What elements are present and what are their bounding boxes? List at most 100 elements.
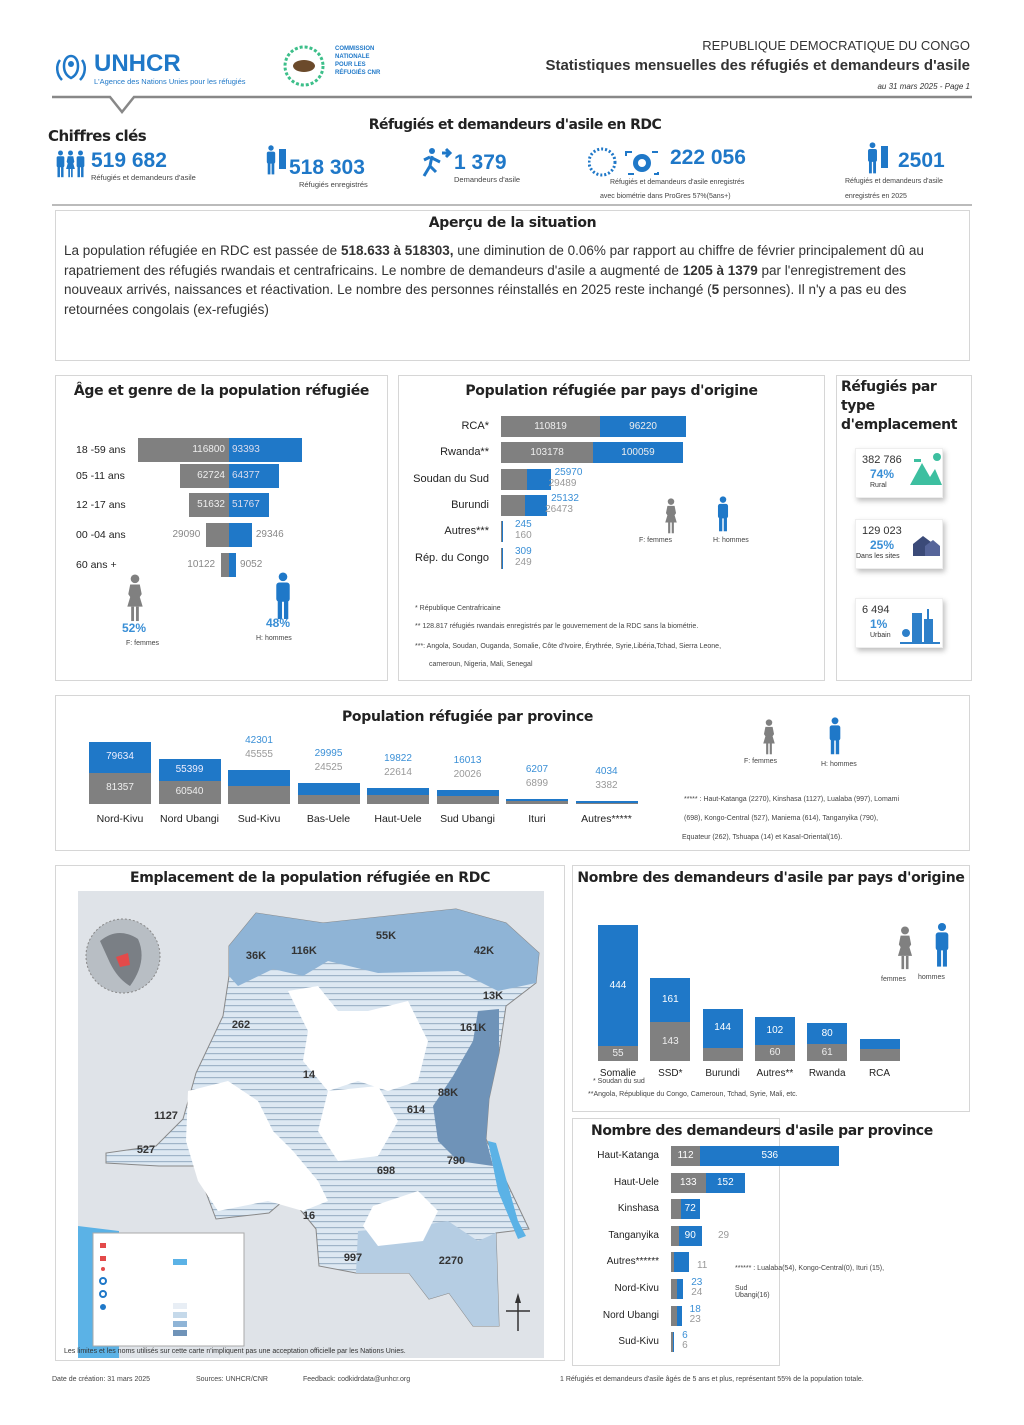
overview-panel: Aperçu de la situation La population réf… xyxy=(55,210,970,361)
header-divider xyxy=(52,95,972,115)
male-legend: H: hommes xyxy=(821,761,857,768)
map-value-label: 790 xyxy=(447,1155,465,1167)
bar-female xyxy=(188,493,229,517)
female-icon xyxy=(897,926,913,970)
bar-label-female: 110819 xyxy=(534,421,567,432)
bar-female xyxy=(221,553,229,577)
map-value-label: 161K xyxy=(460,1022,486,1034)
overview-refugee-change: 518.633 à 518303, xyxy=(340,243,454,258)
female-legend: femmes xyxy=(881,976,906,983)
bar-male xyxy=(754,1016,795,1045)
bar-label-female: 3382 xyxy=(595,780,618,792)
overview-text-part: personnes). Il n'y a pas eu des retourné… xyxy=(64,282,907,317)
province-category-label: Sud-Kivu xyxy=(237,813,281,825)
origin-category-label: Burundi xyxy=(451,499,489,511)
asylum-origin-category-label: Autres** xyxy=(756,1068,794,1079)
bar-label-male: 536 xyxy=(761,1150,779,1161)
bar-male xyxy=(229,438,302,462)
male-icon xyxy=(935,922,949,967)
asylum-province-category-label: Sud-Kivu xyxy=(618,1336,659,1348)
key-figure-value: 2501 xyxy=(898,149,945,172)
bar-label-female: 61 xyxy=(821,1046,833,1058)
bar-label-male: 42301 xyxy=(245,735,273,747)
key-figures-title: Réfugiés et demandeurs d'asile en RDC xyxy=(368,117,662,133)
bar-female xyxy=(671,1199,681,1220)
chart-note: * Soudan du sud xyxy=(593,1078,645,1085)
location-type-panel: Réfugiés par type d'emplacement 382 786 … xyxy=(836,375,972,681)
map-value-label: 14 xyxy=(303,1069,316,1081)
bar-male xyxy=(705,1172,746,1193)
bar-label-female: 24525 xyxy=(314,762,343,773)
bar-female xyxy=(598,1046,638,1061)
footer-feedback[interactable]: Feedback: codkidrdata@unhcr.org xyxy=(303,1376,411,1383)
map-value-label: 997 xyxy=(344,1252,362,1264)
male-icon xyxy=(829,717,841,755)
map-title: Emplacement de la population réfugiée en… xyxy=(129,870,491,886)
asylum-province-category-label: Kinshasa xyxy=(617,1203,659,1215)
bar-label-female: 143 xyxy=(661,1035,679,1047)
key-figure-asylum: 1 379 Demandeurs d'asile xyxy=(420,147,520,187)
bar-male xyxy=(807,1022,848,1045)
chart-note: ** 128.817 réfugiés rwandais enregistrés… xyxy=(415,623,699,630)
asylum-province-panel: Nombre des demandeurs d'asile par provin… xyxy=(572,1118,933,1366)
bar-label-male: 96220 xyxy=(629,421,657,432)
key-figure-2025: 2501 xyxy=(866,142,945,174)
map-value-label: 614 xyxy=(407,1104,426,1116)
bar-female xyxy=(575,802,638,804)
bar-male xyxy=(676,1305,682,1326)
bar-label-female: 60 xyxy=(769,1046,781,1058)
bar-female xyxy=(671,1146,701,1166)
overview-text-part: une diminution de 0.06% par rapport au c… xyxy=(64,243,924,278)
asylum-seeker-icon xyxy=(422,147,452,177)
asylum-province-category-label: Autres****** xyxy=(606,1256,659,1268)
overview-resettled-count: 5 xyxy=(711,282,720,297)
globe-inset xyxy=(85,918,161,994)
origin-category-label: Rwanda** xyxy=(440,446,489,458)
location-value: 382 786 xyxy=(862,454,902,466)
bar-female xyxy=(180,464,229,488)
houses-icon xyxy=(913,536,940,556)
bar-male xyxy=(506,798,568,802)
province-category-label: Haut-Uele xyxy=(374,813,422,825)
bar-female xyxy=(137,438,229,462)
bar-female xyxy=(501,548,502,569)
female-legend: F: femmes xyxy=(126,640,160,647)
bar-label-female: 6 xyxy=(682,1340,688,1352)
origin-category-label: Rép. du Congo xyxy=(415,552,489,564)
bar-male xyxy=(229,523,252,547)
bar-male xyxy=(297,783,360,795)
bar-label-male: 152 xyxy=(716,1176,734,1188)
map-value-label: 2270 xyxy=(439,1255,463,1267)
asylum-province-category-label: Haut-Katanga xyxy=(597,1150,659,1161)
age-category-label: 00 -04 ans xyxy=(76,529,126,541)
location-value: 129 023 xyxy=(862,525,902,537)
bar-label-female: 29489 xyxy=(548,478,577,489)
key-figure-label: Réfugiés enregistrés xyxy=(299,180,368,189)
chart-note: (698), Kongo-Central (527), Maniema (614… xyxy=(684,815,879,822)
bar-label-male: 444 xyxy=(609,979,627,991)
bar-female xyxy=(506,801,568,804)
location-label: Urbain xyxy=(870,632,891,639)
bar-label-female: 62724 xyxy=(197,470,225,481)
bar-male xyxy=(158,759,221,781)
asylum-origin-category-label: RCA xyxy=(868,1068,891,1079)
asylum-origin-category-label: Burundi xyxy=(705,1068,740,1079)
north-provinces xyxy=(229,909,539,991)
bar-female xyxy=(702,1047,743,1061)
bar-female xyxy=(297,794,360,804)
bar-male xyxy=(367,787,429,796)
biometric-icon xyxy=(588,147,659,177)
bar-female xyxy=(206,523,229,547)
bar-label-female: 29 xyxy=(717,1229,730,1241)
map-legend xyxy=(92,1232,245,1347)
asylum-province-category-label: Tanganyika xyxy=(608,1229,659,1241)
bar-label-male: 100059 xyxy=(621,447,655,458)
bar-label-male: 25132 xyxy=(551,493,579,504)
overview-asylum-change: 1205 à 1379 xyxy=(682,262,758,278)
bar-label-female: 112 xyxy=(677,1150,694,1161)
refugee-location-map[interactable]: 36K 116K 55K 42K 13K 161K 88K 614 790 698 997 2270 1… xyxy=(78,891,544,1358)
central-provinces xyxy=(186,1081,328,1211)
key-figure-biometric: 222 056 xyxy=(588,147,746,179)
location-percent: 25% xyxy=(870,538,895,552)
bar-female xyxy=(436,796,499,804)
